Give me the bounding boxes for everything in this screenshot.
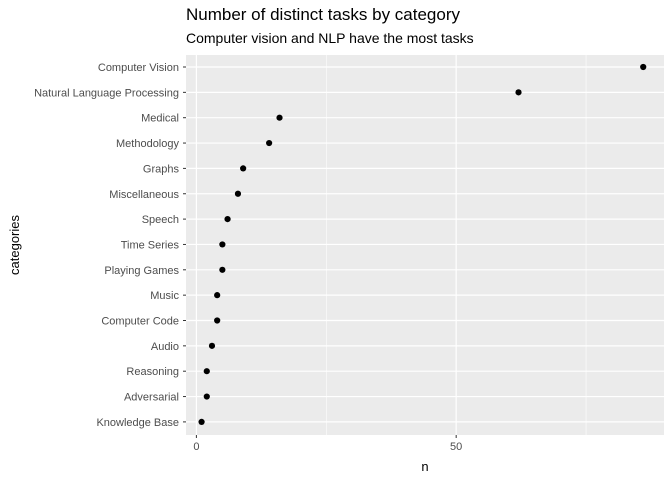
y-tick-label: Computer Vision (98, 62, 179, 74)
y-tick-label: Natural Language Processing (34, 87, 179, 99)
y-tick-label: Methodology (116, 138, 179, 150)
x-axis-title: n (421, 459, 428, 474)
data-point (198, 418, 205, 425)
y-tick-label: Music (150, 290, 179, 302)
data-point (224, 216, 231, 223)
data-point (208, 342, 216, 349)
x-tick-label: 50 (450, 441, 462, 453)
grid-lines (186, 55, 664, 435)
y-tick-label: Speech (142, 214, 179, 226)
y-tick-labels: Computer Vision Natural Language Processi… (34, 62, 186, 429)
chart-subtitle: Computer vision and NLP have the most ta… (186, 30, 474, 46)
y-axis-title: categories (7, 215, 22, 275)
y-tick-label: Adversarial (124, 392, 179, 404)
x-tick-label: 0 (193, 441, 199, 453)
chart-title: Number of distinct tasks by category (186, 5, 461, 24)
y-tick-label: Knowledge Base (96, 417, 179, 429)
data-point (515, 89, 522, 96)
data-point (219, 241, 226, 248)
y-tick-label: Miscellaneous (109, 189, 179, 201)
y-tick-label: Playing Games (104, 265, 179, 277)
y-tick-label: Time Series (121, 239, 180, 251)
data-point (266, 139, 273, 147)
data-points (198, 63, 647, 425)
y-tick-label: Computer Code (101, 316, 179, 328)
data-point (214, 292, 221, 299)
data-point (640, 63, 647, 71)
data-point (240, 165, 247, 172)
data-point (214, 317, 221, 324)
y-tick-label: Audio (151, 341, 179, 353)
x-tick-labels: 0 50 (193, 435, 462, 453)
data-point (276, 114, 283, 121)
y-tick-label: Reasoning (126, 366, 179, 378)
data-point (234, 190, 242, 197)
data-point (203, 368, 210, 375)
y-tick-label: Medical (141, 113, 179, 125)
data-point (203, 393, 210, 400)
y-tick-label: Graphs (143, 163, 180, 175)
data-point (219, 266, 226, 273)
